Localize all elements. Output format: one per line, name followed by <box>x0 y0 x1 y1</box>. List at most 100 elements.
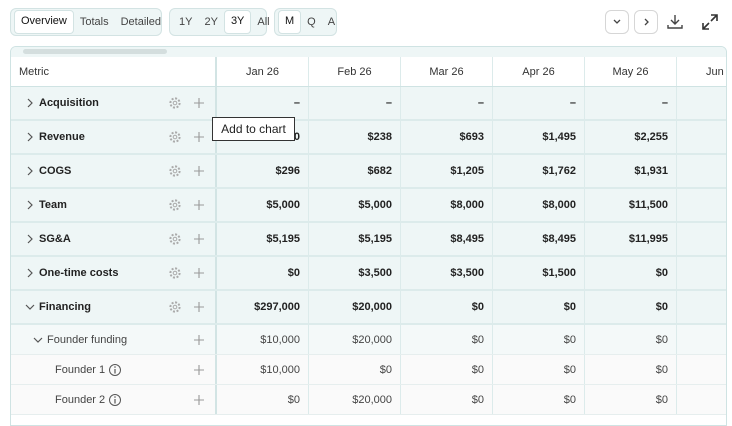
expand-toggle[interactable] <box>23 164 37 178</box>
header-row: Metric Jan 26 Feb 26 Mar 26 Apr 26 May 26 Jun … <box>11 57 726 87</box>
settings-button[interactable] <box>168 96 182 110</box>
tab[interactable]: Overview <box>14 10 74 34</box>
row-label: Founder 1 <box>55 363 106 376</box>
value-cell: $1,931 <box>585 155 677 187</box>
add-to-chart-button[interactable] <box>192 96 206 110</box>
expand-toggle[interactable] <box>23 130 37 144</box>
add-to-chart-button[interactable] <box>192 164 206 178</box>
value-cell: $693 <box>401 121 493 153</box>
table-row: SG&A $5,195 $5,195 $8,495 $8,495 $11,995 <box>11 223 726 257</box>
expand-toggle[interactable] <box>31 333 45 347</box>
icon <box>613 19 621 24</box>
table: Metric Jan 26 Feb 26 Mar 26 Apr 26 May 26 Jun … <box>10 46 727 426</box>
column-header: Mar 26 <box>401 57 493 86</box>
expand-button[interactable] <box>700 12 720 32</box>
settings-button[interactable] <box>168 232 182 246</box>
value-cell <box>677 155 726 187</box>
add-to-chart-button[interactable] <box>192 363 206 377</box>
expand-toggle[interactable] <box>23 232 37 246</box>
value-cell: $8,000 <box>493 189 585 221</box>
value-cell: $0 <box>585 257 677 289</box>
tab[interactable]: 3Y <box>223 10 252 34</box>
expand-toggle[interactable] <box>23 96 37 110</box>
value-cell: $0 <box>493 355 585 384</box>
tab[interactable]: Detailed <box>120 16 161 28</box>
row-label: Founder funding <box>47 333 128 346</box>
add-to-chart-button[interactable] <box>192 393 206 407</box>
value-cell <box>677 291 726 323</box>
divider <box>215 87 217 119</box>
value-cell: $682 <box>309 155 401 187</box>
value-cell: $2,255 <box>585 121 677 153</box>
value-cell <box>677 121 726 153</box>
column-header: Apr 26 <box>493 57 585 86</box>
download-button[interactable] <box>665 12 685 32</box>
add-to-chart-button[interactable] <box>192 198 206 212</box>
row-label: Acquisition <box>39 97 99 109</box>
value-cell: $3,500 <box>309 257 401 289</box>
view-tabs: Overview Totals Detailed <box>10 8 162 36</box>
next-button[interactable] <box>634 10 658 34</box>
value-cell: $0 <box>493 385 585 414</box>
settings-button[interactable] <box>168 164 182 178</box>
value-cell <box>677 189 726 221</box>
value-cell: $8,495 <box>493 223 585 255</box>
expand-toggle[interactable] <box>23 198 37 212</box>
add-to-chart-button[interactable] <box>192 266 206 280</box>
value-cell: $1,495 <box>493 121 585 153</box>
divider <box>215 325 217 354</box>
table-row: Financing $297,000 $20,000 $0 $0 $0 <box>11 291 726 325</box>
value-cell: $0 <box>401 385 493 414</box>
prev-button[interactable] <box>605 10 629 34</box>
tab[interactable]: A <box>327 16 336 28</box>
value-cell: $0 <box>585 291 677 323</box>
value-cell: $0 <box>493 291 585 323</box>
settings-button[interactable] <box>168 266 182 280</box>
divider <box>215 355 217 384</box>
divider <box>215 257 217 289</box>
value-cell: $0 <box>309 355 401 384</box>
tab[interactable]: M <box>278 10 302 34</box>
value-cell: – <box>493 87 585 119</box>
value-cell: $5,000 <box>217 189 309 221</box>
tab[interactable]: 1Y <box>179 16 193 28</box>
value-cell: $297,000 <box>217 291 309 323</box>
add-to-chart-button[interactable] <box>192 130 206 144</box>
value-cell: $296 <box>217 155 309 187</box>
row-label: Founder 2 <box>55 393 106 406</box>
settings-button[interactable] <box>168 198 182 212</box>
info-icon[interactable] <box>108 363 122 377</box>
divider <box>215 155 217 187</box>
settings-button[interactable] <box>168 300 182 314</box>
tab[interactable]: Q <box>307 16 316 28</box>
value-cell <box>677 87 726 119</box>
value-cell: $11,995 <box>585 223 677 255</box>
info-icon[interactable] <box>108 393 122 407</box>
value-cell: $3,500 <box>401 257 493 289</box>
value-cell: – <box>401 87 493 119</box>
row-label: SG&A <box>39 233 71 245</box>
tab[interactable]: Totals <box>79 16 109 28</box>
value-cell: $20,000 <box>309 291 401 323</box>
scroll-thumb[interactable] <box>23 49 167 54</box>
row-label: Financing <box>39 301 91 313</box>
value-cell <box>677 385 726 414</box>
scrollbar <box>11 47 726 57</box>
value-cell: $5,195 <box>309 223 401 255</box>
row-label: Team <box>39 199 67 211</box>
table-row: Founder funding $10,000 $20,000 $0 $0 $0 <box>11 325 726 355</box>
add-to-chart-button[interactable] <box>192 333 206 347</box>
table-row: Team $5,000 $5,000 $8,000 $8,000 $11,500 <box>11 189 726 223</box>
tab[interactable]: All <box>257 16 270 28</box>
expand-toggle[interactable] <box>23 300 37 314</box>
settings-button[interactable] <box>168 130 182 144</box>
expand-toggle[interactable] <box>23 266 37 280</box>
divider <box>215 291 217 323</box>
tab[interactable]: 2Y <box>204 16 218 28</box>
add-to-chart-button[interactable] <box>192 232 206 246</box>
add-to-chart-button[interactable] <box>192 300 206 314</box>
value-cell: $1,500 <box>493 257 585 289</box>
value-cell <box>677 223 726 255</box>
table-row: COGS $296 $682 $1,205 $1,762 $1,931 <box>11 155 726 189</box>
